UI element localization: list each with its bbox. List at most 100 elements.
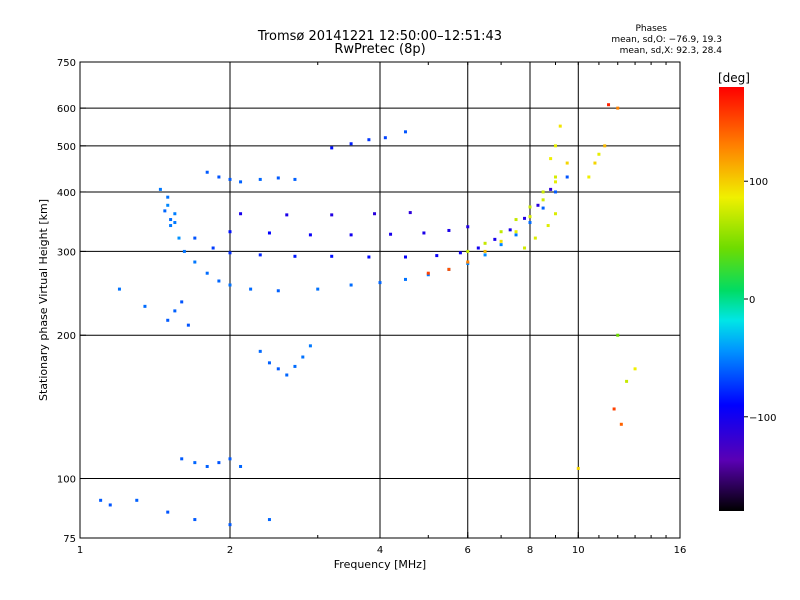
data-point-o	[367, 255, 371, 259]
data-point-o	[163, 209, 167, 213]
data-point-o	[249, 287, 253, 291]
data-point-o	[349, 283, 353, 287]
colorbar-tick-label: −100	[749, 413, 776, 424]
data-point-o	[330, 213, 334, 217]
data-point-x	[616, 333, 620, 337]
data-point-o	[217, 279, 221, 283]
data-point-x	[597, 152, 601, 156]
x-tick-label: 4	[377, 545, 383, 556]
data-point-x	[483, 249, 487, 253]
data-point-o	[182, 249, 186, 253]
data-point-o	[211, 246, 215, 250]
data-point-o	[389, 232, 393, 236]
x-tick-label: 10	[572, 545, 585, 556]
stats-line-x: mean, sd,X: 92.3, 28.4	[620, 46, 723, 56]
data-point-o	[186, 323, 190, 327]
data-point-o	[276, 367, 280, 371]
data-point-o	[403, 130, 407, 134]
data-point-o	[217, 461, 221, 465]
y-tick-label: 75	[63, 534, 76, 545]
data-point-o	[239, 464, 243, 468]
data-point-o	[330, 146, 334, 150]
data-point-o	[166, 195, 170, 199]
data-point-o	[173, 309, 177, 313]
data-point-o	[308, 344, 312, 348]
data-point-o	[258, 349, 262, 353]
data-point-x	[533, 236, 537, 240]
data-point-o	[267, 361, 271, 365]
data-point-o	[349, 142, 353, 146]
colorbar-tick-label: 0	[749, 295, 755, 306]
colorbar	[719, 87, 744, 511]
data-point-o	[267, 518, 271, 522]
data-point-x	[523, 246, 527, 250]
data-point-o	[217, 175, 221, 179]
colorbar-tick-label: 100	[749, 177, 768, 188]
data-point-x	[483, 241, 487, 245]
y-tick-label: 750	[57, 58, 76, 69]
data-point-o	[239, 212, 243, 216]
x-tick-label: 1	[77, 545, 83, 556]
data-point-x	[587, 175, 591, 179]
data-point-o	[293, 177, 297, 181]
data-point-o	[523, 216, 527, 220]
data-point-o	[143, 304, 147, 308]
y-ticks: 75 100 200 300 400 500 600 750	[57, 58, 86, 545]
data-point-o	[228, 457, 232, 461]
data-point-o	[205, 464, 209, 468]
data-point-o	[205, 170, 209, 174]
data-point-x	[541, 190, 545, 194]
data-point-o	[458, 251, 462, 255]
data-point-o	[553, 190, 557, 194]
data-point-o	[173, 221, 177, 225]
data-point-o	[528, 221, 532, 225]
data-point-o	[422, 231, 426, 235]
data-point-o	[180, 300, 184, 304]
data-point-x	[447, 267, 451, 271]
data-point-o	[285, 213, 289, 217]
data-point-x	[514, 230, 518, 234]
data-point-o	[228, 251, 232, 255]
data-point-o	[466, 225, 470, 229]
data-point-o	[499, 243, 503, 247]
y-tick-label: 600	[57, 104, 76, 115]
data-point-o	[228, 523, 232, 527]
data-point-x	[499, 239, 503, 243]
data-point-o	[378, 281, 382, 285]
data-point-o	[536, 203, 540, 207]
colorbar-ticks: 100 0 −100	[744, 177, 776, 424]
x-tick-label: 2	[227, 545, 233, 556]
data-point-o	[514, 233, 518, 237]
data-point-o	[403, 255, 407, 259]
data-point-o	[373, 212, 377, 216]
data-point-o	[476, 246, 480, 250]
data-point-o	[367, 138, 371, 142]
data-point-o	[293, 364, 297, 368]
data-point-o	[258, 177, 262, 181]
y-axis-label: Stationary phase Virtual Height [km]	[37, 199, 50, 401]
data-point-x	[616, 106, 620, 110]
data-point-x	[633, 367, 637, 371]
data-point-x	[426, 271, 430, 275]
data-point-x	[553, 144, 557, 148]
data-point-o	[166, 510, 170, 514]
data-point-o	[508, 228, 512, 232]
data-point-x	[499, 230, 503, 234]
x-axis-label: Frequency [MHz]	[334, 558, 426, 571]
stats-heading: Phases	[635, 24, 667, 34]
data-point-o	[135, 498, 139, 502]
data-point-o	[258, 253, 262, 257]
data-point-o	[483, 253, 487, 257]
data-point-x	[466, 260, 470, 264]
data-point-o	[193, 260, 197, 264]
data-point-o	[228, 283, 232, 287]
data-point-x	[607, 103, 611, 107]
data-point-o	[349, 233, 353, 237]
data-point-o	[549, 187, 553, 191]
data-point-o	[193, 518, 197, 522]
data-point-o	[117, 287, 121, 291]
data-point-o	[301, 355, 305, 359]
data-point-o	[205, 271, 209, 275]
data-point-o	[169, 218, 173, 222]
